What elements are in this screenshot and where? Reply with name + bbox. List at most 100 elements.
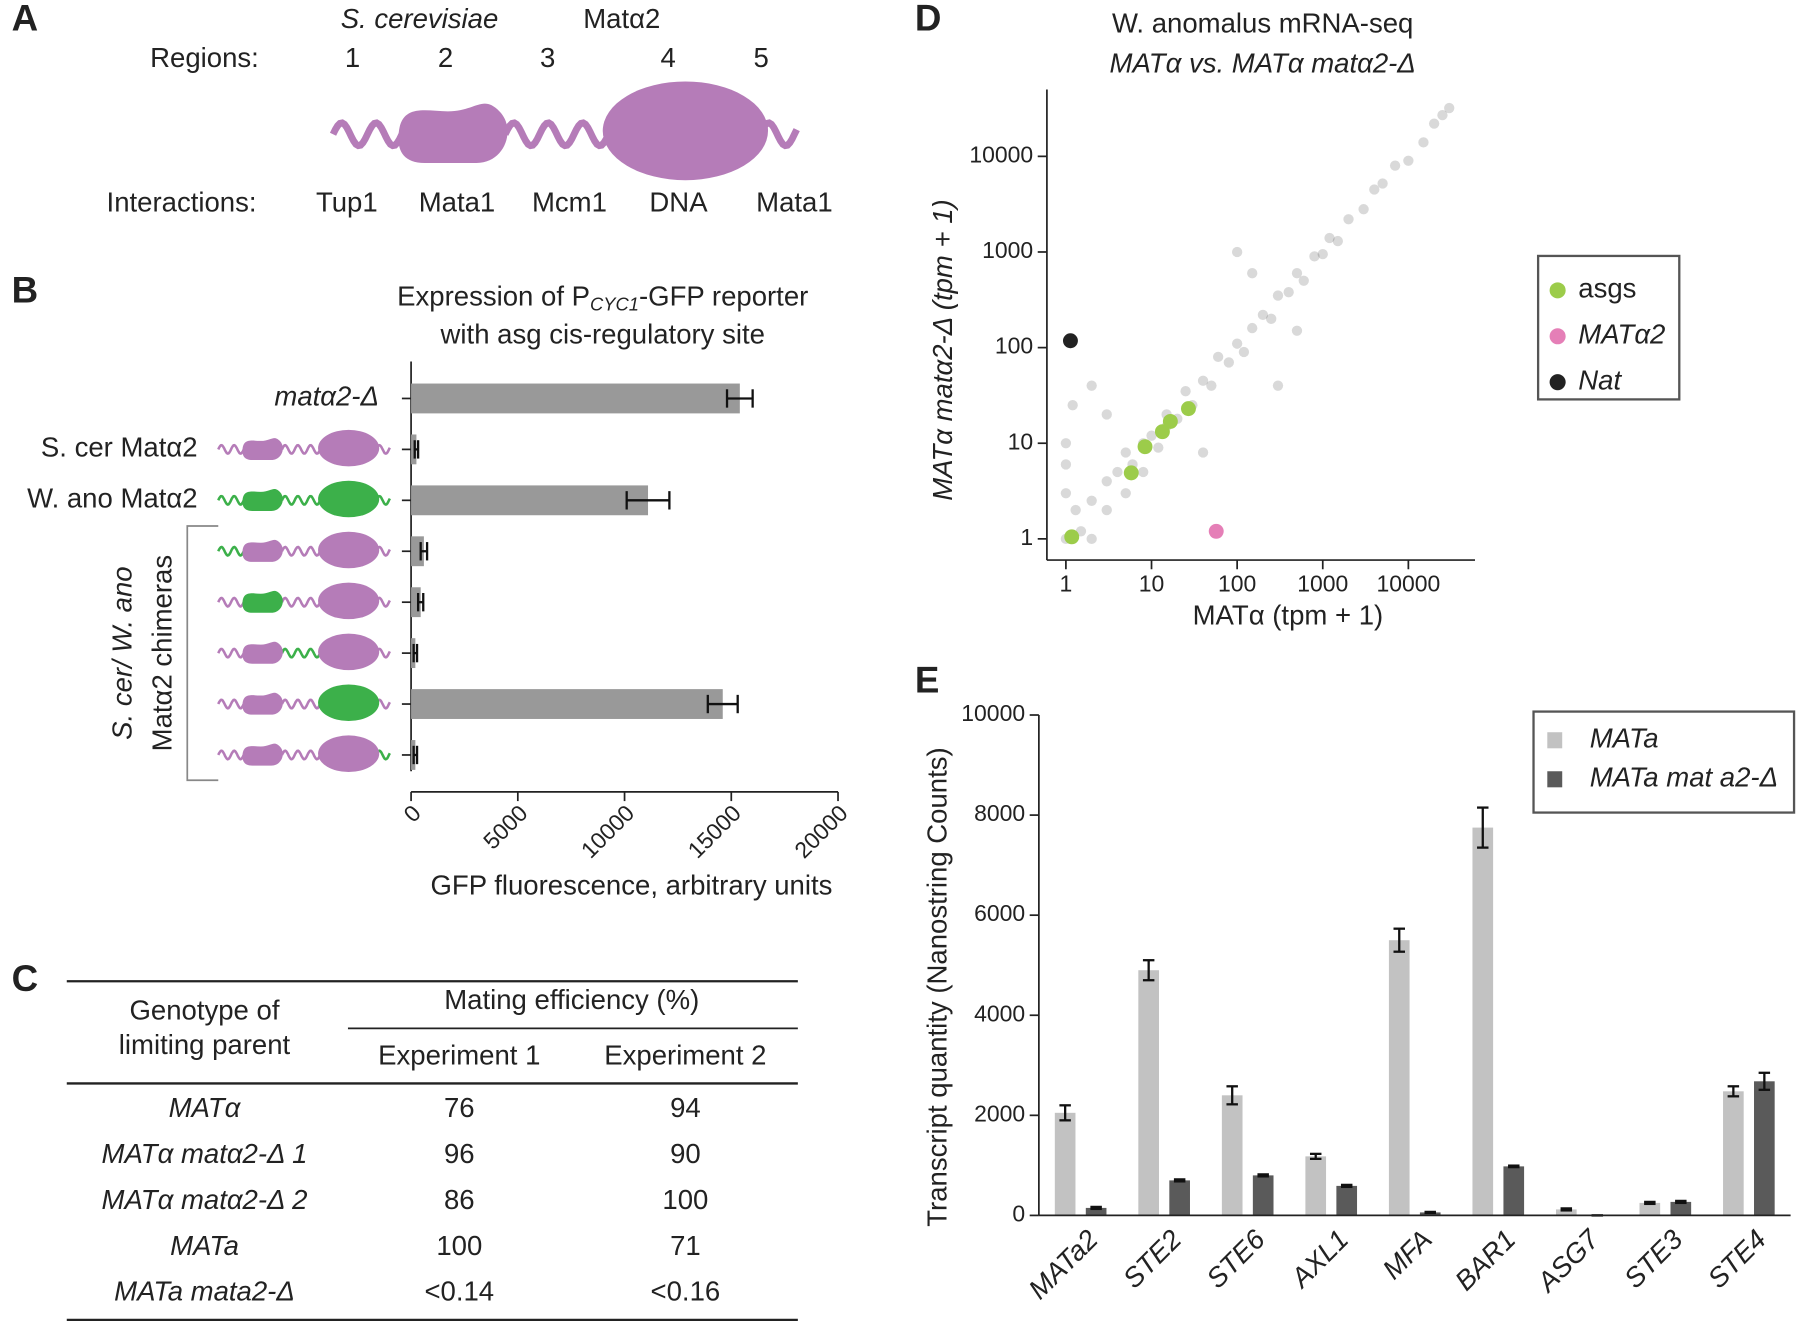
diagram-title: S. cerevisiae [341,3,499,34]
bar [1754,1081,1775,1216]
data-point [1266,313,1277,324]
protein-linker [280,647,323,659]
legend-label: MATa [1590,723,1659,754]
protein-domain [318,633,380,671]
x-tick-label: 0 [398,800,425,827]
table-cell: 90 [670,1138,701,1169]
data-point [1238,346,1250,358]
data-point [1298,275,1309,286]
legend-marker [1549,374,1566,391]
protein-domain [242,539,283,562]
regions-label: Regions: [150,42,259,73]
bar [1221,1095,1243,1216]
data-point [1162,413,1178,429]
y-tick-label: 100 [995,333,1033,359]
data-point [1444,102,1455,114]
data-point [1231,246,1243,258]
data-point [1206,380,1217,391]
x-tick-label: STE2 [1117,1224,1188,1295]
table-header: limiting parent [119,1029,291,1060]
chart-title: Expression of P [397,281,590,312]
x-tick-label: 1 [1060,570,1073,596]
protein-domain [318,429,380,467]
category-label: W. ano Matα2 [27,483,197,514]
legend-label: MATa mat a2-Δ [1590,762,1778,793]
x-tick-label: 20000 [789,800,852,863]
table-header: Experiment 1 [378,1039,540,1070]
protein-linker [217,596,245,608]
category-label: S. cer Matα2 [41,432,198,463]
table-cell: <0.16 [651,1276,721,1307]
y-tick-label: 8000 [974,800,1025,826]
data-point [1212,351,1224,363]
data-point [1332,235,1343,247]
y-axis-label: Transcript quantity (Nanostring Counts) [921,747,952,1226]
protein-domain [318,531,380,569]
chart-title: CYC1 [590,293,639,314]
protein-linker [329,119,405,150]
x-tick-label: 100 [1218,570,1256,596]
data-point [1247,322,1258,334]
x-tick-label: 10 [1139,570,1165,596]
data-point [1309,251,1320,262]
data-point [1153,442,1164,453]
interaction-partner: Tup1 [316,187,378,218]
data-point [1120,488,1131,499]
bar [1503,1166,1525,1216]
data-point [1208,523,1224,539]
data-point [1283,287,1294,298]
data-point [1272,380,1284,391]
y-tick-label: 1000 [982,237,1033,263]
legend-marker [1549,282,1566,299]
data-point [1358,204,1369,215]
data-point [1086,495,1097,506]
data-point [1317,248,1328,260]
protein-domain [242,590,283,613]
bar [1555,1209,1577,1216]
protein-domain [318,480,380,518]
data-point [1112,466,1123,478]
y-tick-label: 6000 [974,900,1025,926]
data-point [1343,214,1354,225]
legend-swatch [1547,732,1563,749]
chart-title: Expression of PCYC1-GFP reporter [397,281,808,314]
protein-linker [280,749,323,761]
x-tick-label: STE4 [1701,1224,1772,1295]
data-point [1062,333,1078,349]
table-cell: MATα [169,1092,242,1123]
data-point [1247,268,1258,279]
table-cell: 94 [670,1092,701,1123]
category-label: matα2-Δ [274,381,379,412]
region-number: 3 [540,42,555,73]
table-cell: 86 [444,1184,475,1215]
table-cell: MATa mata2-Δ [114,1276,295,1307]
group-label: Matα2 chimeras [147,555,178,751]
table-group-header: Mating efficiency (%) [444,984,699,1015]
table-cell: 96 [444,1138,475,1169]
data-point [1389,160,1401,171]
data-point [1180,401,1196,417]
protein-linker [217,443,245,455]
bar [1388,940,1410,1216]
table-cell: 76 [444,1092,475,1123]
legend-label: asgs [1578,273,1636,304]
data-point [1272,290,1284,301]
panel-label: D [915,0,942,38]
y-tick-label: 10 [1008,428,1034,454]
protein-domain [242,692,283,715]
chart-subtitle: with asg cis-regulatory site [440,319,765,350]
x-tick-label: MATa2 [1022,1224,1103,1305]
data-point [1060,459,1072,470]
chart-title: W. anomalus mRNA-seq [1112,8,1413,39]
protein-domain [398,103,508,163]
data-point [1138,466,1149,478]
table-cell: 100 [436,1230,482,1261]
data-point [1067,400,1078,411]
bar [411,689,723,719]
protein-linker [502,119,617,150]
data-point [1101,409,1112,420]
data-point [1197,375,1209,386]
panel-label: A [12,0,39,38]
bar [411,383,740,414]
